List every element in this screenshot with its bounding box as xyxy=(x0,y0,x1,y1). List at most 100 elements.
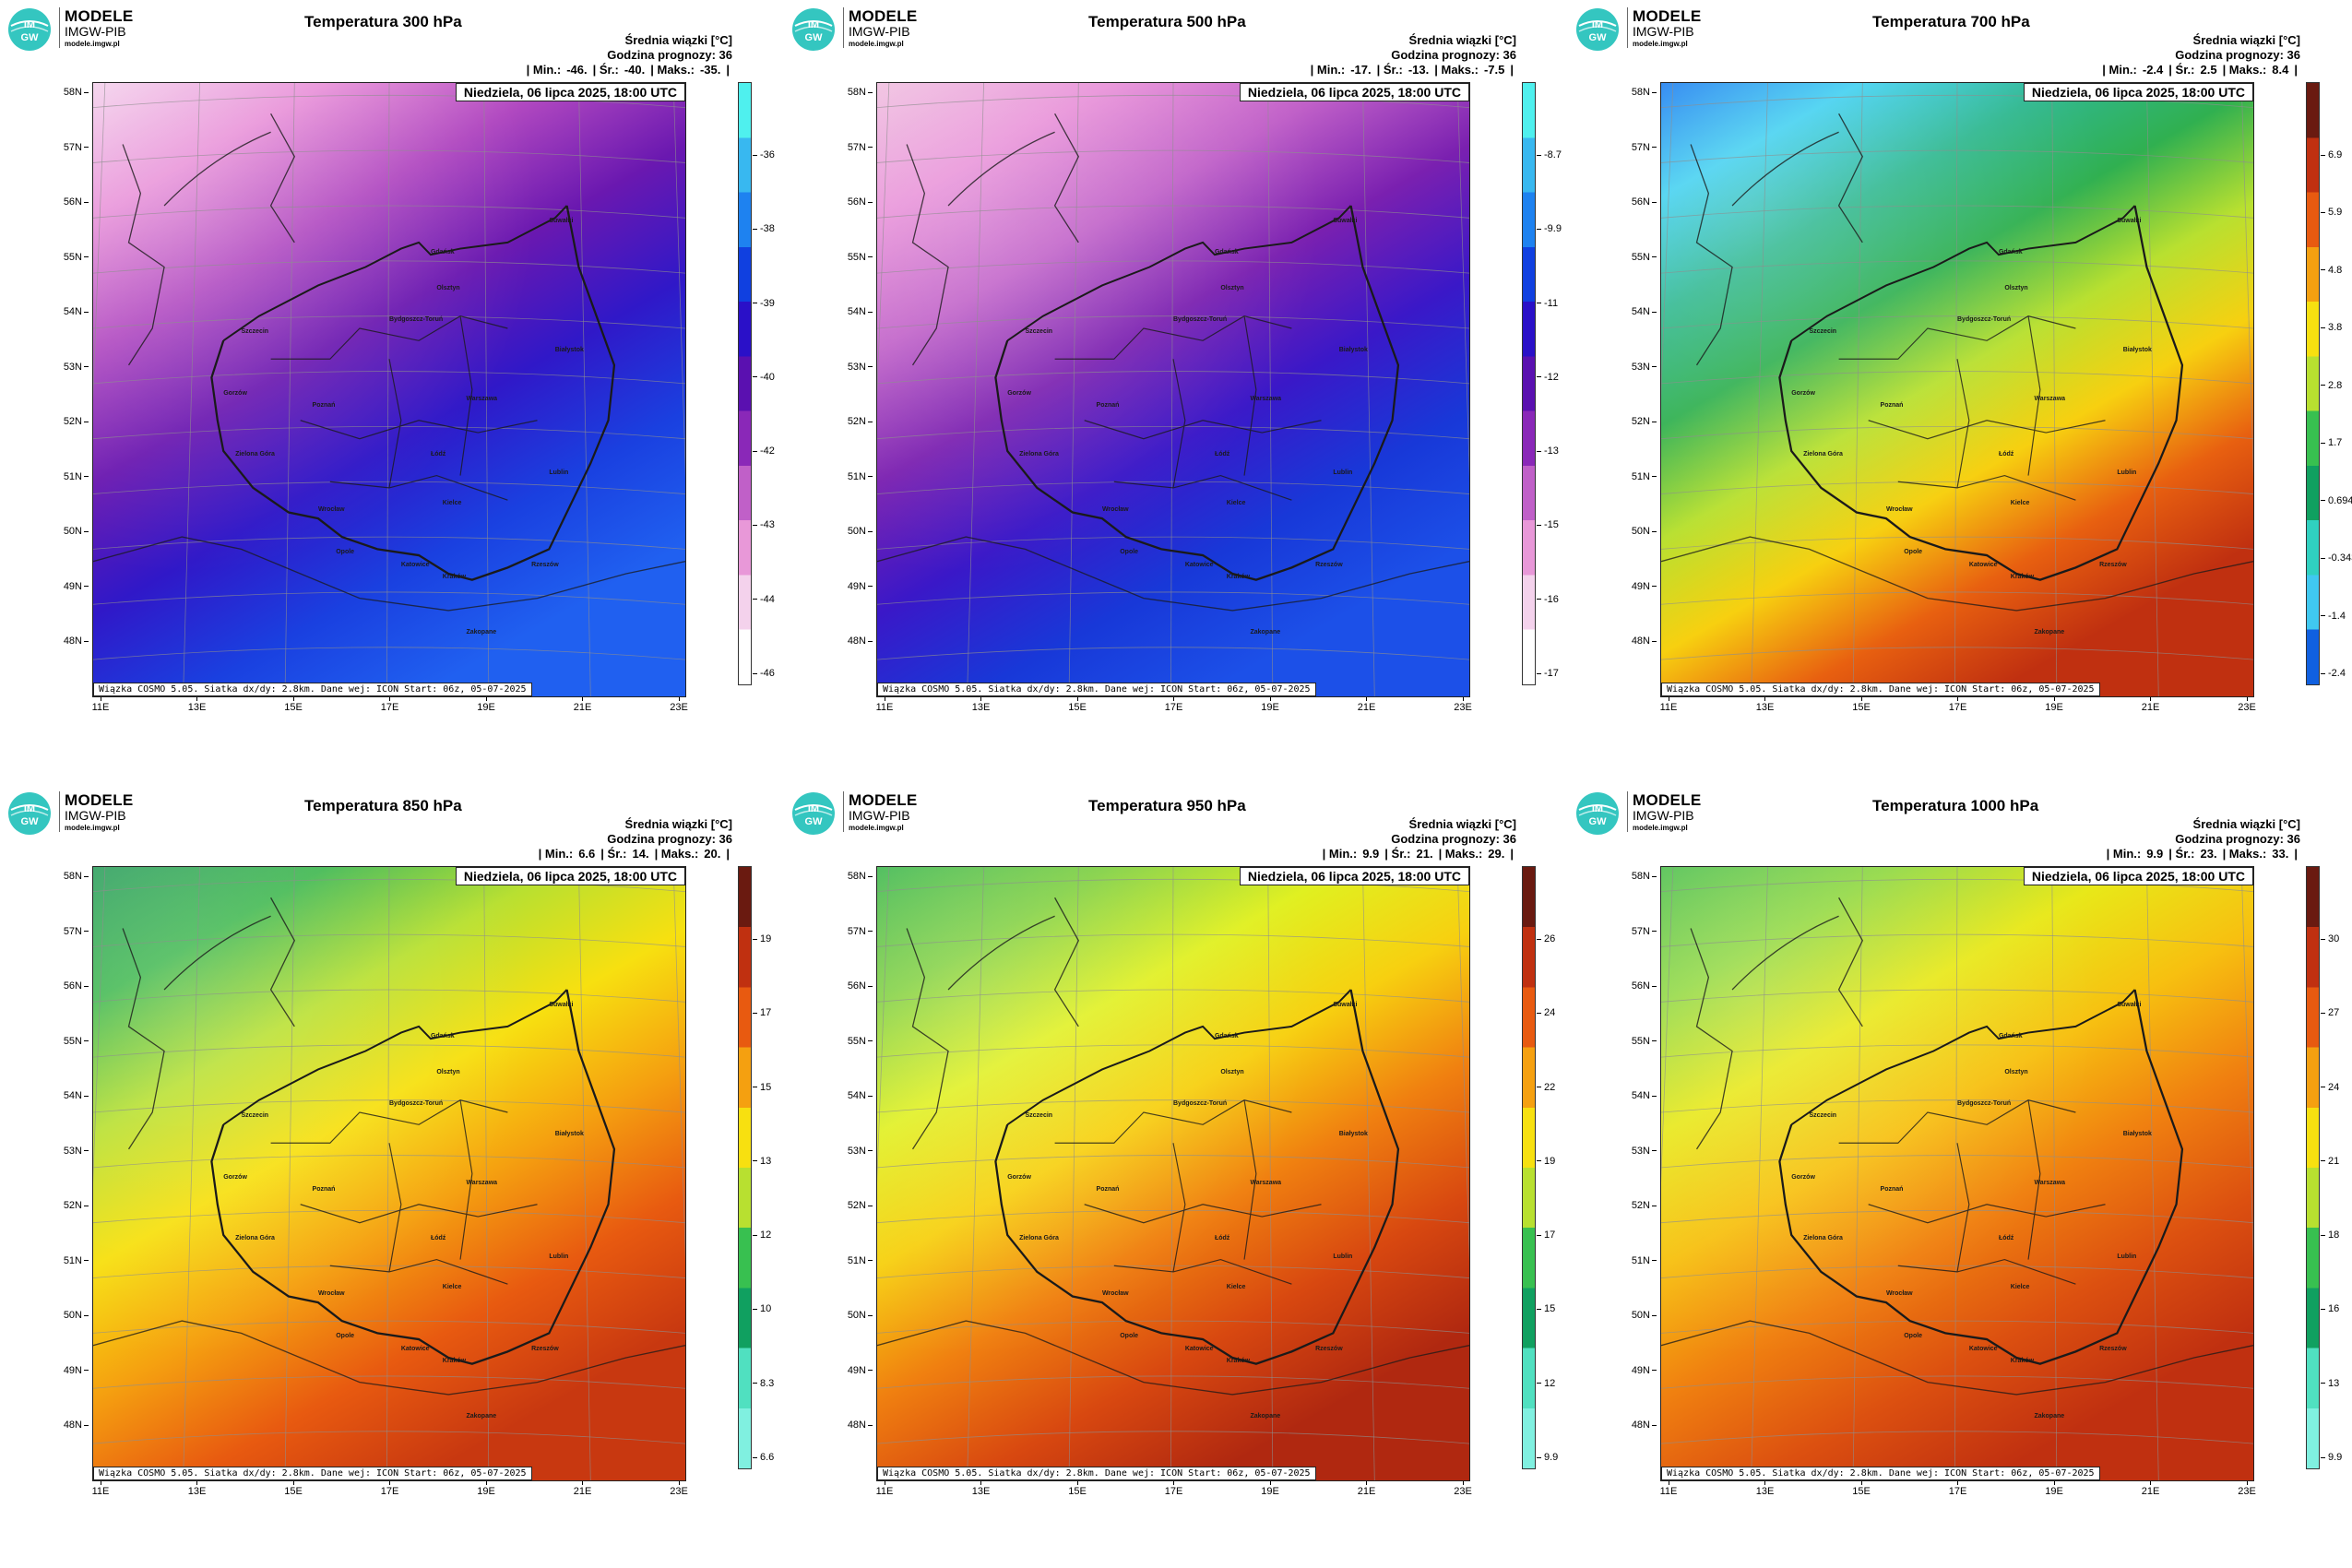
latitude-label: 55N xyxy=(836,252,873,263)
city-label: Zakopane xyxy=(1250,628,1281,636)
stats-block: Średnia wiązki [°C] Godzina prognozy: 36 |… xyxy=(536,817,732,861)
svg-text:GW: GW xyxy=(805,816,824,827)
model-info-footer: Wiązka COSMO 5.05. Siatka dx/dy: 2.8km. … xyxy=(877,683,1316,696)
min-value: 9.9 xyxy=(1362,847,1380,861)
colorbar xyxy=(2306,82,2320,685)
latitude-label: 57N xyxy=(1620,926,1657,937)
latitude-label: 51N xyxy=(1620,1255,1657,1266)
city-label: Zielona Góra xyxy=(235,451,275,457)
panel-title: Temperatura 850 hPa xyxy=(304,797,462,814)
latitude-label: 49N xyxy=(1620,581,1657,592)
city-label: Białystok xyxy=(2122,346,2152,353)
brand-subtitle: IMGW-PIB xyxy=(65,24,126,39)
colorbar-tick: -38 xyxy=(753,223,775,234)
colorbar-tick: 27 xyxy=(2321,1007,2339,1018)
longitude-label: 19E xyxy=(2040,1481,2068,1497)
model-info-footer: Wiązka COSMO 5.05. Siatka dx/dy: 2.8km. … xyxy=(1661,683,2100,696)
avg-value: -13. xyxy=(1408,63,1430,77)
model-info-footer: Wiązka COSMO 5.05. Siatka dx/dy: 2.8km. … xyxy=(93,1467,532,1480)
latitude-label: 55N xyxy=(1620,1036,1657,1047)
latitude-label: 58N xyxy=(836,871,873,882)
colorbar-tick: 19 xyxy=(753,933,771,944)
city-label: Kielce xyxy=(2010,1284,2030,1291)
longitude-label: 17E xyxy=(1944,1481,1972,1497)
longitude-label: 17E xyxy=(1944,697,1972,713)
max-value: -35. xyxy=(699,63,721,77)
colorbar-tick: -13 xyxy=(1537,445,1559,457)
max-label: | Maks.: xyxy=(1438,847,1483,861)
brand-separator xyxy=(1627,7,1628,48)
city-label: Zakopane xyxy=(2034,628,2065,636)
city-label: Wrocław xyxy=(1101,1289,1129,1297)
forecast-hour: Godzina prognozy: 36 xyxy=(2175,832,2300,846)
colorbar-tick: 15 xyxy=(1537,1303,1555,1314)
colorbar-tick: 3.8 xyxy=(2321,322,2342,333)
longitude-label: 19E xyxy=(472,1481,500,1497)
colorbar-tick: 21 xyxy=(2321,1156,2339,1167)
latitude-label: 57N xyxy=(52,142,89,153)
map-panel: IM GW MODELE IMGW-PIB modele.imgw.pl Temperat… xyxy=(0,0,784,784)
stats-end: | xyxy=(2294,847,2298,861)
city-label: Katowice xyxy=(1968,561,1998,568)
colorbar-tick: -11 xyxy=(1537,298,1558,309)
stats-line: | Min.: 9.9 | Śr.: 21. | Maks.: 29. | xyxy=(1320,847,1516,861)
latitude-label: 55N xyxy=(52,1036,89,1047)
latitude-label: 55N xyxy=(1620,252,1657,263)
city-label: Białystok xyxy=(554,1130,584,1137)
colorbar-tick: -39 xyxy=(753,298,775,309)
colorbar-tick: -43 xyxy=(753,519,775,530)
forecast-hour: Godzina prognozy: 36 xyxy=(1391,832,1516,846)
colorbar xyxy=(738,82,752,685)
city-label: Szczecin xyxy=(1025,328,1053,335)
city-label: Lublin xyxy=(2117,1253,2137,1260)
longitude-label: 21E xyxy=(569,697,597,713)
colorbar-tick: 13 xyxy=(753,1156,771,1167)
city-label: Wrocław xyxy=(317,505,345,513)
max-value: 20. xyxy=(704,847,721,861)
stats-line: | Min.: -46. | Śr.: -40. | Maks.: -35. | xyxy=(524,63,732,77)
map-panel: IM GW MODELE IMGW-PIB modele.imgw.pl Temperat… xyxy=(1568,0,2352,784)
colorbar-tick: 19 xyxy=(1537,1156,1555,1167)
ensemble-label: Średnia wiązki [°C] xyxy=(1408,33,1516,47)
city-label: Bydgoszcz-Toruń xyxy=(1173,315,1228,323)
city-label: Lublin xyxy=(549,1253,569,1260)
min-value: -46. xyxy=(566,63,588,77)
ensemble-label: Średnia wiązki [°C] xyxy=(2192,33,2300,47)
city-label: Wrocław xyxy=(1101,505,1129,513)
latitude-label: 53N xyxy=(1620,362,1657,373)
brand-url: modele.imgw.pl xyxy=(1633,40,1688,48)
city-label: Bydgoszcz-Toruń xyxy=(1957,315,2012,323)
colorbar-tick: 8.3 xyxy=(753,1378,774,1389)
valid-time-label: Niedziela, 06 lipca 2025, 18:00 UTC xyxy=(2023,83,2253,101)
longitude-label: 19E xyxy=(1256,697,1284,713)
city-label: Poznań xyxy=(312,1185,336,1193)
map-panel: IM GW MODELE IMGW-PIB modele.imgw.pl Temperat… xyxy=(784,784,1568,1568)
stats-end: | xyxy=(1510,847,1514,861)
longitude-label: 23E xyxy=(1449,697,1477,713)
max-value: 8.4 xyxy=(2272,63,2289,77)
map-panel: IM GW MODELE IMGW-PIB modele.imgw.pl Temperat… xyxy=(1568,784,2352,1568)
colorbar-tick: -46 xyxy=(753,668,775,679)
colorbar-tick: 9.9 xyxy=(1537,1452,1558,1463)
avg-label: | Śr.: xyxy=(2168,847,2195,861)
longitude-label: 21E xyxy=(569,1481,597,1497)
colorbar-tick: 1.7 xyxy=(2321,437,2342,448)
city-label: Olsztyn xyxy=(1220,285,1244,292)
city-label: Kielce xyxy=(1226,1284,1246,1291)
city-label: Zakopane xyxy=(466,628,497,636)
city-label: Białystok xyxy=(554,346,584,353)
svg-text:GW: GW xyxy=(805,32,824,43)
city-label: Olsztyn xyxy=(1220,1069,1244,1076)
brand-url: modele.imgw.pl xyxy=(1633,824,1688,832)
longitude-label: 15E xyxy=(1847,697,1875,713)
min-label: | Min.: xyxy=(526,63,562,77)
max-label: | Maks.: xyxy=(650,63,695,77)
stats-line: | Min.: 9.9 | Śr.: 23. | Maks.: 33. | xyxy=(2104,847,2300,861)
city-label: Szczecin xyxy=(1809,328,1837,335)
city-label: Warszawa xyxy=(2034,396,2066,403)
colorbar-tick: 17 xyxy=(753,1007,771,1018)
city-label: Opole xyxy=(336,549,355,556)
city-label: Poznań xyxy=(1096,401,1120,409)
colorbar-tick: -15 xyxy=(1537,519,1559,530)
temperature-field xyxy=(93,83,685,696)
